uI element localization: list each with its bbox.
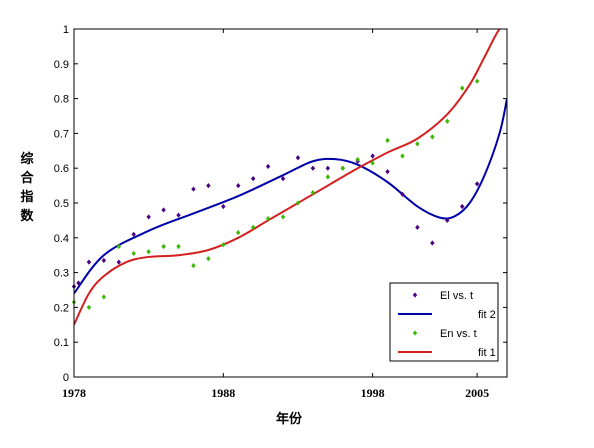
data-point <box>86 304 92 310</box>
data-point <box>86 259 92 265</box>
y-tick-label: 0.3 <box>54 268 69 280</box>
data-point <box>325 165 331 171</box>
data-point <box>430 240 435 246</box>
x-tick-label: 1998 <box>361 386 385 400</box>
x-tick-label: 1988 <box>211 386 235 400</box>
data-point <box>265 216 271 222</box>
data-point <box>474 181 480 187</box>
data-point <box>146 249 151 255</box>
data-point <box>176 243 181 250</box>
data-point <box>236 183 241 189</box>
y-tick-label: 0.5 <box>54 198 69 210</box>
legend-swatch <box>412 330 418 336</box>
data-point <box>206 256 211 262</box>
data-point <box>250 176 256 182</box>
y-axis-label-char: 指 <box>20 189 33 205</box>
y-tick-label: 0.2 <box>54 302 69 314</box>
data-point <box>430 134 435 140</box>
data-point <box>310 189 316 196</box>
data-point <box>400 153 405 159</box>
data-point <box>340 165 345 171</box>
data-point <box>250 224 256 230</box>
legend-label: fit 1 <box>478 347 496 359</box>
plot-lines <box>74 29 507 326</box>
y-axis-label-char: 综 <box>20 151 33 167</box>
data-point <box>415 141 420 147</box>
legend-item: El vs. t <box>412 290 473 302</box>
data-point <box>131 231 136 237</box>
legend-label: En vs. t <box>440 328 477 340</box>
data-point <box>295 155 301 161</box>
legend-item: fit 2 <box>398 309 496 321</box>
y-axis-label-char: 合 <box>20 170 34 186</box>
data-point <box>385 169 390 175</box>
data-point <box>400 191 405 197</box>
x-axis-ticks: 1978 1988 1998 2005 <box>62 29 489 400</box>
data-point <box>161 243 166 250</box>
data-point <box>191 263 196 269</box>
data-point <box>310 165 316 171</box>
data-point <box>221 203 226 210</box>
x-tick-label: 2005 <box>465 386 489 400</box>
data-point <box>265 163 271 170</box>
data-point <box>474 78 480 84</box>
x-axis-label: 年份 <box>276 411 303 427</box>
data-point <box>206 183 211 189</box>
data-point <box>280 176 286 182</box>
y-tick-label: 0.9 <box>54 59 69 71</box>
data-point <box>280 214 286 220</box>
y-tick-label: 1 <box>63 24 69 36</box>
y-tick-label: 0.6 <box>54 163 69 175</box>
data-point <box>370 160 375 166</box>
data-point <box>355 156 360 163</box>
data-point <box>161 207 166 213</box>
data-point <box>460 85 465 91</box>
data-point <box>76 280 81 286</box>
y-axis-label-char: 数 <box>20 208 34 224</box>
data-point <box>116 259 121 265</box>
data-point <box>445 118 450 124</box>
legend-label: El vs. t <box>440 290 473 302</box>
data-point <box>101 257 107 264</box>
data-point <box>236 229 241 236</box>
data-point <box>191 186 196 192</box>
legend-swatch <box>412 292 418 298</box>
data-point <box>415 224 420 230</box>
y-tick-label: 0.8 <box>54 94 69 106</box>
legend-box <box>389 282 499 362</box>
y-tick-label: 0.4 <box>54 233 69 245</box>
x-tick-label: 1978 <box>62 386 86 400</box>
data-point <box>295 200 301 206</box>
data-point <box>131 250 136 257</box>
data-point <box>445 217 450 223</box>
legend-item: En vs. t <box>412 328 477 340</box>
plot-points <box>71 78 480 310</box>
data-point <box>460 203 465 210</box>
y-tick-label: 0.7 <box>54 128 69 140</box>
data-point <box>146 214 151 220</box>
data-point <box>101 294 107 300</box>
data-point <box>116 243 121 250</box>
legend-item: fit 1 <box>398 347 496 359</box>
y-tick-label: 0 <box>63 372 69 384</box>
series-line-fit-2 <box>74 98 507 295</box>
data-point <box>325 174 331 180</box>
series-line-fit-1 <box>74 29 507 326</box>
data-point <box>176 212 181 218</box>
data-point <box>385 137 390 143</box>
data-point <box>370 153 375 159</box>
y-tick-label: 0.1 <box>54 337 69 349</box>
legend-label: fit 2 <box>478 309 496 321</box>
data-point <box>221 242 226 248</box>
y-axis-ticks: 0 0.1 0.2 0.3 0.4 0.5 0.6 0.7 0.8 0.9 1 <box>54 24 507 384</box>
